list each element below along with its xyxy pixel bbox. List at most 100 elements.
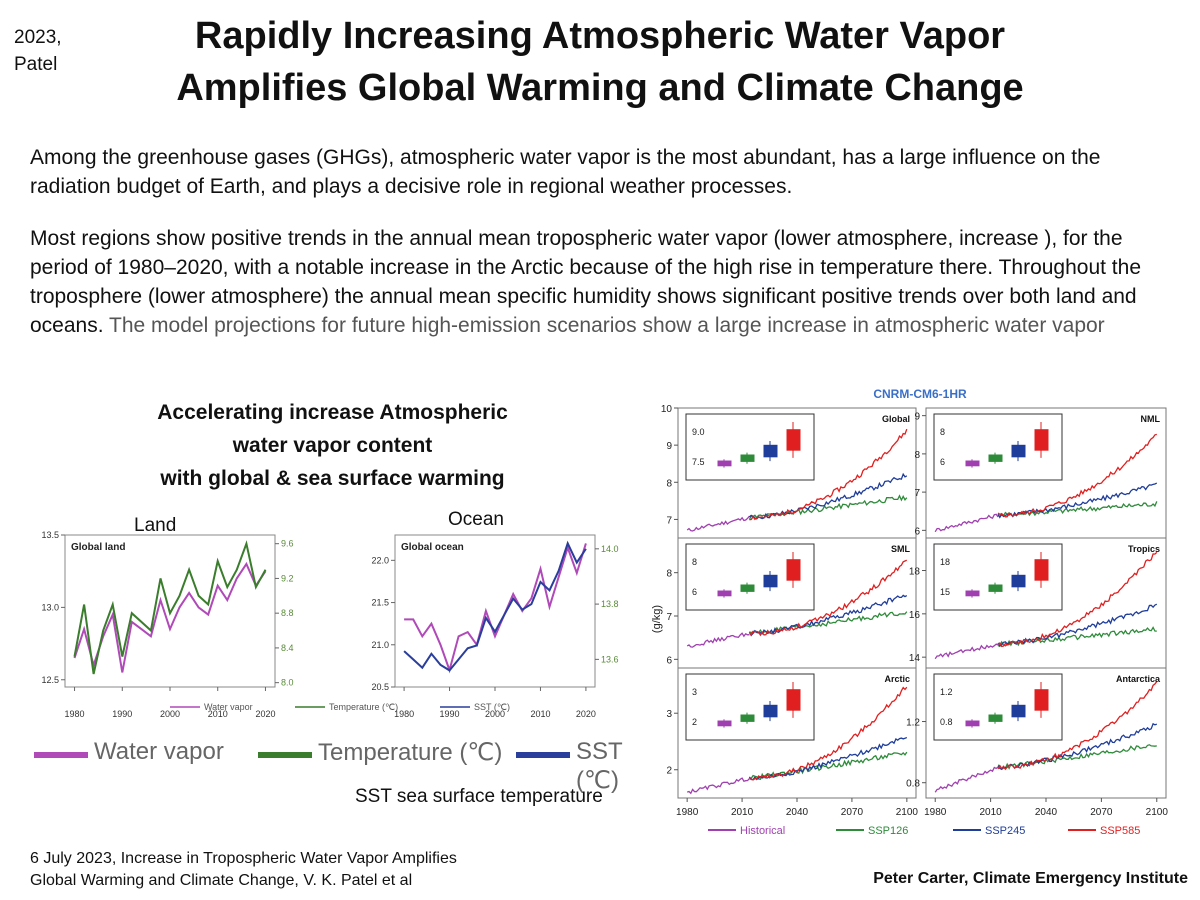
panel-antarctica-ssp585-line <box>997 681 1158 771</box>
ocean-y-tick-label: 21.5 <box>371 598 389 608</box>
panel-arctic-box <box>786 689 801 711</box>
panel-sml-inset-tick: 8 <box>692 557 697 567</box>
panel-nml-ssp585-line <box>997 433 1157 518</box>
panel-global-inset-tick: 7.5 <box>692 457 705 467</box>
panel-nml-y-tick-label: 9 <box>914 412 920 423</box>
panel-tropics-ssp245-line <box>997 603 1158 647</box>
panel-nml-inset-tick: 6 <box>940 457 945 467</box>
panel-sml-box <box>717 590 732 597</box>
ocean-chart-title: Global ocean <box>401 542 464 553</box>
panel-antarctica-box <box>965 720 980 727</box>
subtitle-line-3: with global & sea surface warming <box>160 467 505 490</box>
panel-global-y-tick-label: 10 <box>661 404 673 415</box>
citation-tag: 2023, Patel <box>14 24 62 78</box>
big-legend-water-vapor-swatch <box>34 752 88 758</box>
ocean-chart: Global ocean 20.5 21.0 21.5 22.0 13.6 13.8 14.… <box>371 534 619 719</box>
panel-nml-box <box>988 454 1003 462</box>
footer-reference-line-2: Global Warming and Climate Change, V. K.… <box>30 872 413 889</box>
big-legend: Water vapor Temperature (℃) SST (℃) <box>30 738 650 794</box>
panel-nml-y-tick-label: 8 <box>914 450 920 461</box>
land-y2-tick-label: 8.0 <box>281 678 294 688</box>
ocean-x-tick-label: 1980 <box>394 709 414 719</box>
projection-legend: Historical SSP126 SSP245 SSP585 <box>708 825 1140 837</box>
ocean-x-tick-label: 2010 <box>530 709 550 719</box>
panel-sml-y-tick-label: 7 <box>666 612 672 623</box>
land-series-temperature <box>73 540 267 675</box>
trend-paragraph-main: Most regions show positive trends in the… <box>30 227 1142 337</box>
big-legend-temperature-swatch <box>258 752 312 758</box>
panel-global-box <box>717 460 732 467</box>
footer-reference: 6 July 2023, Increase in Tropospheric Wa… <box>30 848 457 892</box>
projection-y-label: (g/kg) <box>651 605 663 633</box>
panel-arctic-x-tick-label: 2040 <box>786 807 809 818</box>
panel-arctic-inset-tick: 3 <box>692 687 697 697</box>
panel-antarctica-x-tick-label: 1980 <box>924 807 947 818</box>
panel-nml-y-tick-label: 6 <box>914 526 920 537</box>
title-line-2: Amplifies Global Warming and Climate Cha… <box>176 67 1024 109</box>
panel-global-box <box>786 429 801 451</box>
panel-tropics-box <box>1011 574 1026 588</box>
citation-year: 2023, <box>14 27 62 48</box>
panel-nml-box <box>1011 444 1026 458</box>
panel-tropics-y-tick-label: 18 <box>909 567 921 578</box>
panel-sml-ssp245-line <box>748 594 908 637</box>
big-legend-temperature: Temperature (℃) <box>318 739 503 766</box>
panel-antarctica-historical-line <box>934 766 999 793</box>
panel-tropics-inset-tick: 15 <box>940 587 950 597</box>
panel-sml-box <box>740 584 755 592</box>
land-y-tick-label: 12.5 <box>41 675 59 685</box>
land-y2-tick-label: 8.4 <box>281 643 294 653</box>
panel-arctic-box <box>763 704 778 718</box>
panel-nml-ssp245-line <box>997 482 1158 519</box>
big-legend-sst-swatch <box>516 752 570 758</box>
projection-chart-title: CNRM-CM6-1HR <box>873 387 967 401</box>
panel-antarctica-x-tick-label: 2010 <box>979 807 1002 818</box>
panel-arctic-x-tick-label: 2010 <box>731 807 754 818</box>
panel-arctic-x-tick-label: 1980 <box>676 807 699 818</box>
panel-tropics-ssp585-line <box>997 551 1158 648</box>
panel-sml-inset-tick: 6 <box>692 587 697 597</box>
panel-tropics-box <box>988 584 1003 592</box>
panel-arctic-inset-tick: 2 <box>692 717 697 727</box>
land-x-tick-label: 1980 <box>65 709 85 719</box>
figure-subtitle: Accelerating increase Atmospheric water … <box>80 396 585 495</box>
small-legend-temperature: Temperature (℃) <box>329 702 398 712</box>
legend-ssp245: SSP245 <box>985 825 1025 837</box>
subtitle-line-2: water vapor content <box>232 434 433 457</box>
panel-sml-y-tick-label: 6 <box>666 655 672 666</box>
panel-antarctica-x-tick-label: 2040 <box>1035 807 1058 818</box>
land-y2-tick-label: 9.6 <box>281 539 294 549</box>
panel-antarctica-y-tick-label: 1.2 <box>906 718 920 729</box>
panel-sml-y-tick-label: 8 <box>666 569 672 580</box>
panel-global-title: Global <box>882 414 910 424</box>
panel-tropics-inset-tick: 18 <box>940 557 950 567</box>
panel-nml-inset-tick: 8 <box>940 427 945 437</box>
ocean-y2-tick-label: 13.6 <box>601 654 619 664</box>
panel-nml-title: NML <box>1141 414 1161 424</box>
land-x-tick-label: 2000 <box>160 709 180 719</box>
land-chart-title: Global land <box>71 542 125 553</box>
sst-note: SST sea surface temperature <box>355 786 603 807</box>
land-chart: Global land 12.5 13.0 13.5 8.0 8.4 8.8 9.2 9.6 1… <box>41 530 294 719</box>
panel-antarctica-inset-tick: 0.8 <box>940 717 953 727</box>
land-label: Land <box>134 515 177 536</box>
panel-antarctica-x-tick-label: 2070 <box>1090 807 1113 818</box>
panel-tropics-y-tick-label: 16 <box>909 610 921 621</box>
land-y-tick-label: 13.0 <box>41 602 59 612</box>
ocean-y2-tick-label: 13.8 <box>601 599 619 609</box>
small-legend-water-vapor: Water vapor <box>204 702 253 712</box>
footer-reference-line-1: 6 July 2023, Increase in Tropospheric Wa… <box>30 850 457 867</box>
panel-tropics-title: Tropics <box>1128 544 1160 554</box>
land-series-water-vapor <box>73 561 267 673</box>
land-x-tick-label: 2010 <box>208 709 228 719</box>
panel-global-inset-tick: 9.0 <box>692 427 705 437</box>
panel-arctic-ssp585-line <box>749 686 908 781</box>
ocean-x-tick-label: 2000 <box>485 709 505 719</box>
panel-global-historical-line <box>686 515 750 532</box>
subtitle-line-1: Accelerating increase Atmospheric <box>157 401 508 424</box>
land-x-tick-label: 1990 <box>112 709 132 719</box>
ocean-y-tick-label: 20.5 <box>371 682 389 692</box>
small-legend: Water vapor Temperature (℃) SST (℃) <box>170 702 510 712</box>
ocean-y-tick-label: 21.0 <box>371 640 389 650</box>
panel-global-y-tick-label: 7 <box>666 515 672 526</box>
